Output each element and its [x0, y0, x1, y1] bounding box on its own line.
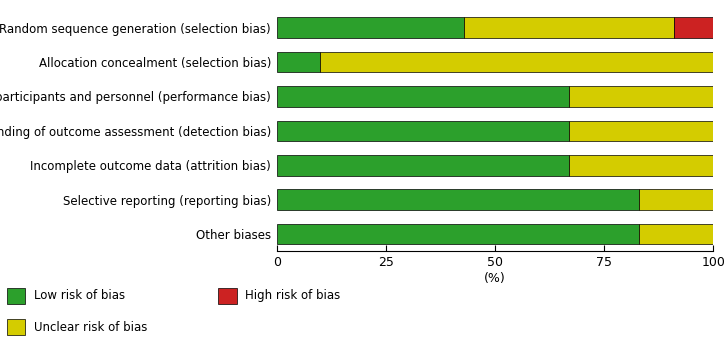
Bar	[320, 52, 713, 72]
Bar	[277, 52, 320, 72]
Bar	[569, 120, 713, 141]
Bar	[277, 120, 569, 141]
Bar	[639, 190, 713, 210]
Bar	[277, 155, 569, 176]
Bar	[277, 17, 464, 38]
X-axis label: (%): (%)	[484, 272, 506, 285]
Bar	[569, 155, 713, 176]
Bar	[277, 190, 639, 210]
Bar	[569, 86, 713, 107]
Text: Unclear risk of bias: Unclear risk of bias	[34, 321, 148, 334]
Bar	[277, 86, 569, 107]
Bar	[277, 224, 639, 244]
Bar	[639, 224, 713, 244]
Bar	[674, 17, 713, 38]
Text: Low risk of bias: Low risk of bias	[34, 289, 125, 302]
Bar	[464, 17, 674, 38]
Text: High risk of bias: High risk of bias	[245, 289, 341, 302]
